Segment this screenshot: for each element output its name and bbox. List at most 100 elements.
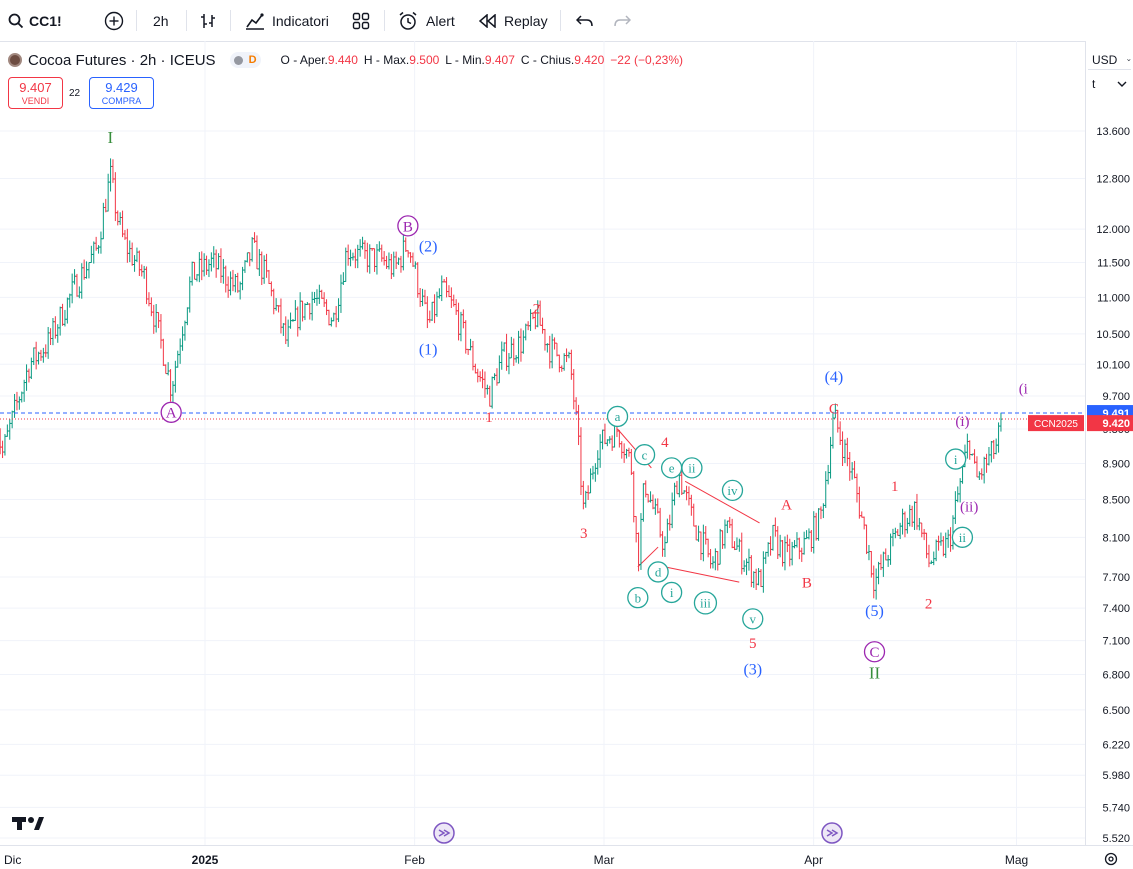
redo-button[interactable] [613,0,631,41]
price-bar [200,251,204,281]
wave-label[interactable]: v [742,608,764,630]
price-bar [152,304,156,334]
interval-button[interactable]: 2h [153,0,169,41]
wave-label[interactable]: C [863,641,886,663]
layouts-button[interactable] [352,0,370,41]
redo-icon [614,14,631,26]
price-bar [752,571,756,588]
wave-label[interactable]: i [660,581,683,604]
buy-button[interactable]: 9.429 COMPRA [89,77,154,109]
wave-label[interactable]: (5) [865,603,884,620]
price-bar [75,273,79,297]
trendline[interactable] [684,480,760,524]
chart-type-button[interactable] [199,0,217,41]
wave-label[interactable]: 1 [485,410,493,426]
symbol-name: CC1! [29,12,62,29]
price-tag-last: 9.420 [1102,418,1130,430]
price-scale[interactable]: 13.600 12.800 12.000 11.500 11.000 10.500 10.1… [1085,41,1133,845]
sell-button[interactable]: 9.407 VENDI [8,77,63,109]
wave-label[interactable]: A [160,401,182,423]
event-marker-icon[interactable] [433,822,455,844]
wave-label[interactable]: ii [951,526,974,548]
wave-label[interactable]: (3) [743,661,762,678]
price-bar [514,355,518,363]
wave-label[interactable]: (ii) [960,499,978,515]
price-bar [845,437,849,467]
wave-label[interactable]: 5 [749,636,757,652]
x-tick-label: Mag [1005,853,1028,867]
indicators-button[interactable]: Indicatori [245,0,329,41]
wave-label[interactable]: iv [721,479,744,502]
price-bar [622,443,626,463]
wave-label[interactable]: 2 [533,302,541,318]
currency-label: USD [1092,52,1118,67]
price-bar [865,524,869,555]
event-marker-icon[interactable] [821,822,843,844]
rewind-icon [479,13,496,28]
wave-label[interactable]: 1 [891,479,899,495]
price-bar [473,363,477,374]
price-bar [629,448,633,476]
price-bar [687,486,691,506]
alarm-clock-icon [399,11,417,30]
wave-label[interactable]: A [781,498,792,514]
price-bar [274,298,278,311]
wave-label[interactable]: ii [681,457,703,479]
wave-label-text: iv [727,483,738,498]
price-bar [265,253,269,278]
wave-label[interactable]: II [869,663,881,682]
wave-label[interactable]: (4) [825,369,844,386]
data-delay-badge[interactable]: D [229,52,261,68]
price-bar [272,288,276,315]
price-bar [224,265,228,293]
wave-label[interactable]: c [633,444,656,466]
wave-label[interactable]: 3 [580,526,588,542]
wave-label[interactable]: d [647,561,669,583]
wave-label-text: b [635,590,642,605]
wave-label[interactable]: 2 [925,596,933,612]
replay-button[interactable]: Replay [479,0,548,41]
wave-label[interactable]: I [107,128,113,147]
symbol-search-button[interactable]: CC1! [8,0,62,41]
wave-label[interactable]: (2) [419,238,438,255]
price-bar [730,518,734,549]
wave-label[interactable]: B [802,576,812,592]
wave-label[interactable]: a [606,405,629,428]
price-chart[interactable]: IAB(2)(1)123abcde4iiiiiiivv5(3)AB(4)C(5)… [0,41,1085,845]
wave-label[interactable]: (i) [955,414,969,430]
time-axis[interactable]: Dic 2025 Feb Mar Apr Mag [0,845,1133,869]
price-bar [373,248,377,272]
wave-label[interactable]: iii [693,591,718,615]
wave-label[interactable]: 4 [661,435,669,451]
trendline[interactable] [664,566,740,583]
price-bar [658,507,662,538]
price-bar [193,261,197,280]
wave-label[interactable]: (1) [419,342,438,359]
wave-label[interactable]: B [397,215,419,237]
undo-button[interactable] [576,0,594,41]
settings-gear-icon[interactable] [1104,852,1118,866]
price-bar [353,248,357,269]
price-bar [490,376,494,409]
price-bar [293,300,297,321]
compare-button[interactable] [104,0,124,41]
y-tick-label: 10.500 [1096,329,1130,341]
currency-selector[interactable]: USD [1088,50,1131,70]
y-tick-label: 13.600 [1096,126,1130,138]
price-bar [344,247,348,282]
price-bar [457,302,461,341]
alert-button[interactable]: Alert [398,0,455,41]
price-bar [425,296,429,329]
price-bar [596,450,600,475]
wave-label[interactable]: e [660,457,683,479]
price-bar [58,306,62,336]
price-bar [975,456,979,478]
wave-label[interactable]: b [627,587,649,609]
unit-selector[interactable]: t [1088,74,1131,94]
wave-label[interactable]: (i [1019,381,1028,397]
wave-label[interactable]: C [829,402,839,418]
price-bar [692,503,696,527]
wave-label-text: (i [1019,381,1028,397]
price-bar [795,532,799,548]
wave-label[interactable]: i [945,448,967,470]
